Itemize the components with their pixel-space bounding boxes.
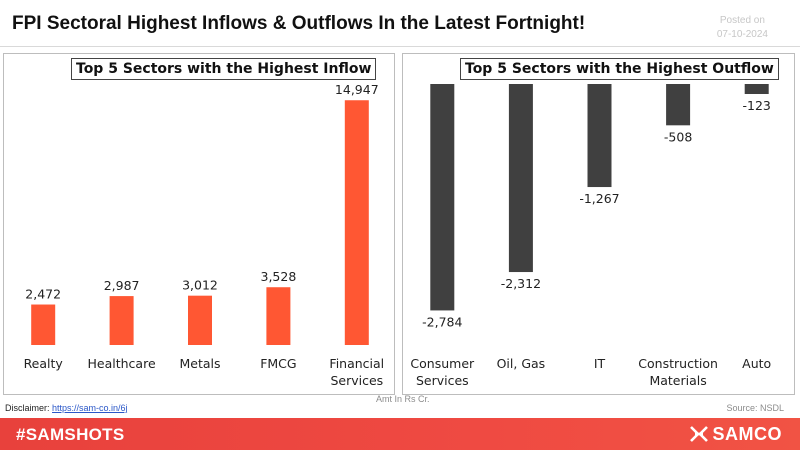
category-label: Oil, Gas — [497, 356, 546, 371]
data-label: 2,472 — [25, 287, 61, 302]
data-label: 14,947 — [335, 82, 379, 97]
outflow-chart-panel: -2,784 Consumer Services -2,312 Oil, Gas -1,2… — [402, 53, 795, 395]
bar-fmcg — [266, 287, 291, 345]
source-note: Source: NSDL — [726, 403, 784, 413]
footer-banner: #SAMSHOTS SAMCO — [0, 418, 800, 450]
disclaimer-label: Disclaimer: — [5, 403, 50, 413]
bar-consumer-services — [430, 84, 455, 311]
category-label: Construction — [638, 356, 718, 371]
category-label: FMCG — [260, 356, 296, 371]
data-label: -1,267 — [579, 191, 619, 206]
inflow-chart-panel: 2,472 Realty 2,987 Healthcare 3,012 Metals 3,5… — [3, 53, 395, 395]
category-label: Healthcare — [88, 356, 156, 371]
outflow-chart-title: Top 5 Sectors with the Highest Outflow — [460, 58, 779, 80]
page-title: FPI Sectoral Highest Inflows & Outflows … — [12, 13, 586, 34]
data-label: -2,312 — [501, 276, 541, 291]
bar-oil-gas — [508, 84, 533, 273]
category-label: Metals — [179, 356, 220, 371]
data-label: -123 — [743, 98, 771, 113]
category-label: Services — [416, 373, 469, 388]
data-label: 2,987 — [104, 278, 140, 293]
disclaimer: Disclaimer: https://sam-co.in/6j — [5, 403, 128, 413]
category-label: Realty — [24, 356, 64, 371]
posted-label: Posted on — [719, 15, 765, 26]
posted-date-value: 07-10-2024 — [716, 29, 768, 40]
inflow-chart: 2,472 Realty 2,987 Healthcare 3,012 Metals 3,5… — [24, 82, 385, 388]
bar-metals — [188, 295, 212, 345]
unit-note: Amt In Rs Cr. — [376, 394, 430, 404]
data-label: 3,012 — [182, 278, 218, 293]
category-label: Consumer — [410, 356, 475, 371]
data-label: -508 — [664, 129, 692, 144]
category-label: Financial — [329, 356, 384, 371]
data-label: 3,528 — [261, 269, 297, 284]
hashtag-label: #SAMSHOTS — [16, 425, 125, 444]
samco-logo-icon — [689, 426, 708, 442]
brand-logo: SAMCO — [689, 424, 783, 444]
bar-it — [587, 84, 612, 188]
disclaimer-link[interactable]: https://sam-co.in/6j — [52, 403, 128, 413]
posted-date: Posted on 07-10-2024 — [717, 14, 768, 42]
category-label: Services — [330, 373, 383, 388]
inflow-chart-title: Top 5 Sectors with the Highest Inflow — [71, 58, 377, 80]
bar-healthcare — [109, 296, 134, 345]
category-label: Materials — [649, 373, 706, 388]
bar-construction-materials — [666, 84, 691, 126]
bar-realty — [31, 304, 56, 345]
bar-auto — [744, 84, 769, 95]
bar-financial-services — [344, 100, 369, 345]
category-label: Auto — [742, 356, 771, 371]
data-label: -2,784 — [422, 314, 462, 329]
title-divider — [0, 46, 800, 47]
category-label: IT — [594, 356, 606, 371]
outflow-chart: -2,784 Consumer Services -2,312 Oil, Gas -1,2… — [410, 84, 771, 388]
brand-name: SAMCO — [712, 423, 782, 444]
